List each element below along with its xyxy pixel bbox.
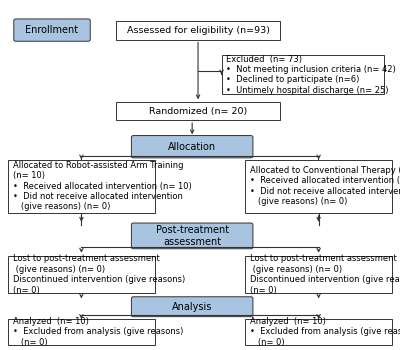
Text: Post-treatment
assessment: Post-treatment assessment <box>156 225 229 247</box>
Text: Analysis: Analysis <box>172 302 212 312</box>
FancyBboxPatch shape <box>131 223 253 249</box>
Text: Analyzed  (n= 10)
•  Excluded from analysis (give reasons)
   (n= 0): Analyzed (n= 10) • Excluded from analysi… <box>13 317 183 347</box>
FancyBboxPatch shape <box>222 55 384 94</box>
Text: Analyzed  (n= 10)
•  Excluded from analysis (give reasons)
   (n= 0): Analyzed (n= 10) • Excluded from analysi… <box>250 317 400 347</box>
Text: Lost to post-treatment assessment
 (give reasons) (n= 0)
Discontinued interventi: Lost to post-treatment assessment (give … <box>250 254 400 295</box>
Text: Allocation: Allocation <box>168 142 216 152</box>
Text: Excluded  (n= 73)
•  Not meeting inclusion criteria (n= 42)
•  Declined to parti: Excluded (n= 73) • Not meeting inclusion… <box>226 55 396 95</box>
Text: Assessed for eligibility (n=93): Assessed for eligibility (n=93) <box>126 26 270 35</box>
FancyBboxPatch shape <box>131 297 253 317</box>
Text: Lost to post-treatment assessment
 (give reasons) (n= 0)
Discontinued interventi: Lost to post-treatment assessment (give … <box>13 254 185 295</box>
FancyBboxPatch shape <box>8 319 155 345</box>
Text: Randomized (n= 20): Randomized (n= 20) <box>149 107 247 116</box>
FancyBboxPatch shape <box>8 256 155 293</box>
FancyBboxPatch shape <box>116 21 280 40</box>
Text: Enrollment: Enrollment <box>26 25 78 35</box>
FancyBboxPatch shape <box>116 102 280 120</box>
FancyBboxPatch shape <box>245 319 392 345</box>
Text: Allocated to Conventional Therapy (n= 10)
•  Received allocated intervention (n=: Allocated to Conventional Therapy (n= 10… <box>250 166 400 206</box>
FancyBboxPatch shape <box>245 256 392 293</box>
FancyBboxPatch shape <box>8 160 155 213</box>
FancyBboxPatch shape <box>14 19 90 41</box>
Text: Allocated to Robot-assisted Arm Training
(n= 10)
•  Received allocated intervent: Allocated to Robot-assisted Arm Training… <box>13 161 191 211</box>
FancyBboxPatch shape <box>245 160 392 213</box>
FancyBboxPatch shape <box>131 135 253 158</box>
